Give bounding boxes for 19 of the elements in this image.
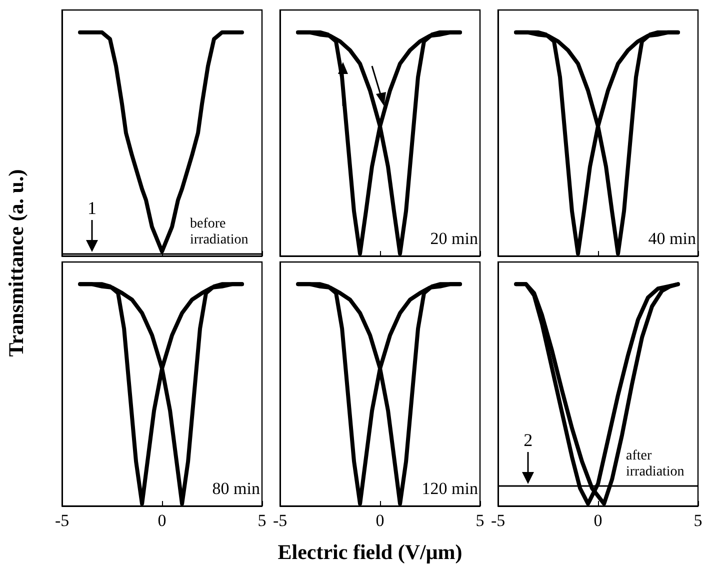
annotation: 40 min [648, 229, 696, 248]
annotation: 80 min [212, 479, 260, 498]
x-tick-label: -5 [490, 511, 506, 530]
annotation: 120 min [422, 479, 478, 498]
x-axis-title: Electric field (V/μm) [278, 540, 462, 565]
x-tick-label: 5 [694, 511, 702, 530]
x-tick-label: 0 [376, 511, 384, 530]
x-tick-label: 0 [594, 511, 602, 530]
annotation: 1 [88, 198, 96, 218]
x-tick-label: 0 [158, 511, 166, 530]
annotation: after irradiation [626, 448, 684, 480]
x-tick-label: -5 [54, 511, 70, 530]
x-tick-label: -5 [272, 511, 288, 530]
annotation: before irradiation [190, 216, 248, 248]
y-axis-title: Transmittance (a. u.) [4, 169, 29, 357]
annotation: 20 min [430, 229, 478, 248]
x-tick-label: 5 [476, 511, 484, 530]
x-tick-label: 5 [258, 511, 266, 530]
annotation: 2 [524, 430, 533, 450]
